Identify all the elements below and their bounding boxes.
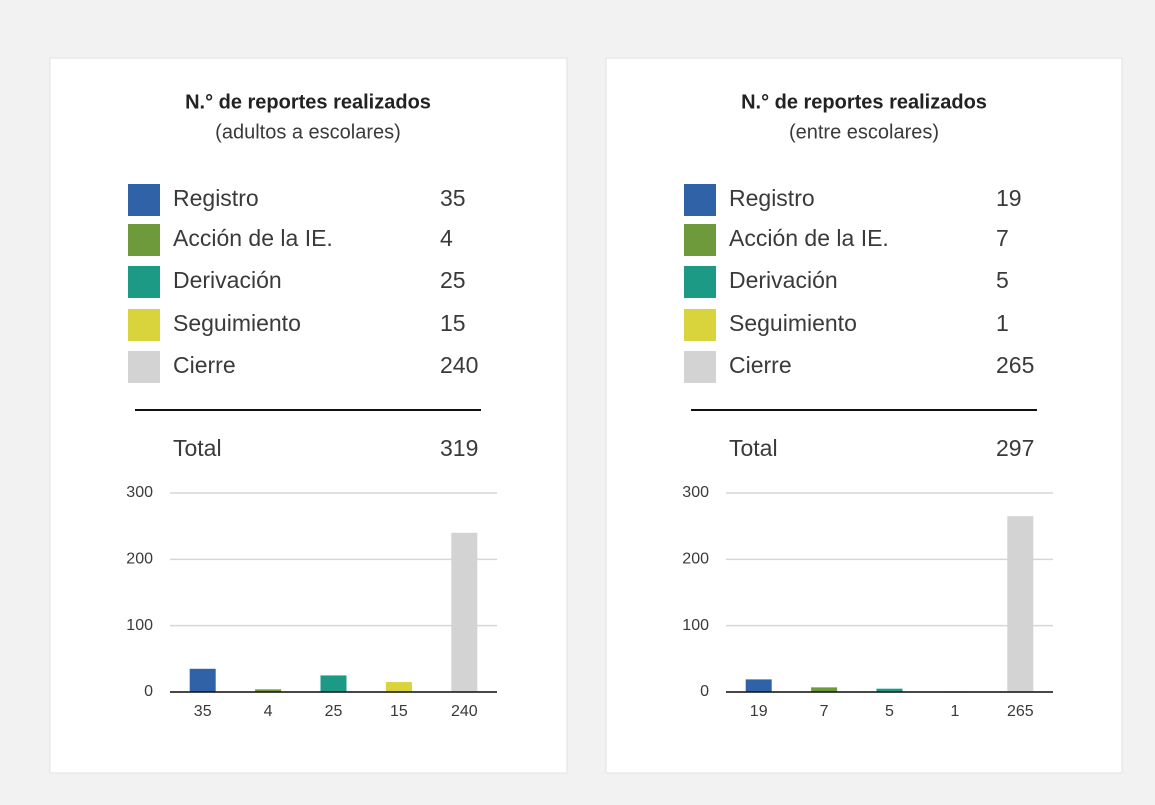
bar [876,688,903,692]
legend-name: Cierre [173,352,236,378]
legend-value: 1 [996,310,1009,336]
legend-value: 240 [440,352,478,378]
y-tick-label: 200 [682,551,709,568]
legend-swatch [684,224,716,256]
legend-swatch [128,351,160,383]
panel-subtitle: (entre escolares) [789,121,939,143]
y-tick-label: 0 [144,683,153,700]
bar [1007,516,1034,692]
legend-value: 4 [440,225,453,251]
panel [605,57,1123,774]
legend-swatch [128,224,160,256]
legend-name: Seguimiento [729,310,857,336]
legend-value: 35 [440,185,466,211]
bar [811,687,838,692]
legend-name: Acción de la IE. [173,225,333,251]
y-tick-label: 300 [126,484,153,501]
bar [451,532,478,692]
x-tick-label: 4 [264,703,273,720]
legend-swatch [684,351,716,383]
legend-swatch [684,309,716,341]
y-tick-label: 300 [682,484,709,501]
bar [320,675,347,692]
x-tick-label: 265 [1007,703,1034,720]
legend-swatch [128,266,160,298]
legend-name: Seguimiento [173,310,301,336]
x-tick-label: 19 [750,703,768,720]
x-tick-label: 25 [325,703,343,720]
legend-swatch [684,266,716,298]
legend-name: Registro [173,185,259,211]
legend-name: Acción de la IE. [729,225,889,251]
legend-name: Derivación [729,267,838,293]
bar [385,682,412,692]
legend-value: 7 [996,225,1009,251]
panel-title: N.° de reportes realizados [741,91,987,113]
legend-value: 19 [996,185,1022,211]
x-tick-label: 15 [390,703,408,720]
total-label: Total [173,435,222,461]
total-label: Total [729,435,778,461]
x-tick-label: 7 [820,703,829,720]
panel [49,57,568,774]
x-tick-label: 1 [950,703,959,720]
y-tick-label: 0 [700,683,709,700]
x-tick-label: 35 [194,703,212,720]
legend-value: 5 [996,267,1009,293]
legend-swatch [128,184,160,216]
legend-name: Cierre [729,352,792,378]
panel-title: N.° de reportes realizados [185,91,431,113]
legend-name: Registro [729,185,815,211]
y-tick-label: 100 [126,617,153,634]
panel-subtitle: (adultos a escolares) [215,121,401,143]
y-tick-label: 200 [126,551,153,568]
bar [745,679,772,692]
x-tick-label: 5 [885,703,894,720]
legend-swatch [684,184,716,216]
legend-value: 15 [440,310,466,336]
legend-value: 25 [440,267,466,293]
legend-name: Derivación [173,267,282,293]
legend-swatch [128,309,160,341]
legend-value: 265 [996,352,1034,378]
x-tick-label: 240 [451,703,478,720]
bar [255,689,282,692]
total-value: 297 [996,435,1034,461]
bar [189,668,216,692]
total-value: 319 [440,435,478,461]
y-tick-label: 100 [682,617,709,634]
